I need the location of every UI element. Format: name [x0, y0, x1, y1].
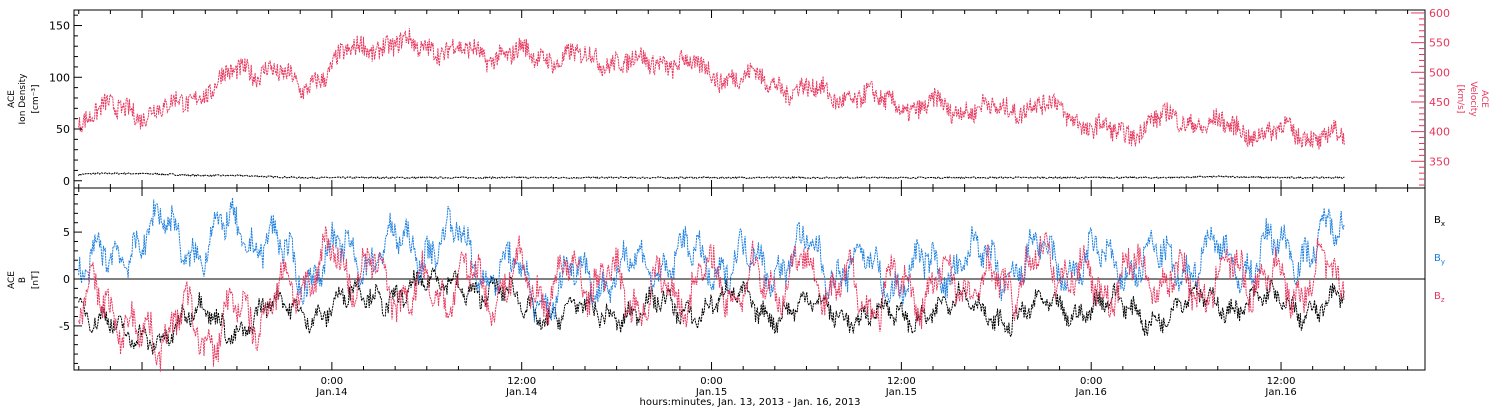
b-label-line2: B [18, 277, 28, 283]
velocity-axis-label: ACE Velocity [km/s] [1455, 81, 1489, 117]
x-tick-time-label: 12:00 [507, 376, 536, 387]
density-label-line3: [cm⁻³] [31, 84, 41, 113]
velocity-label-line2: Velocity [1468, 81, 1478, 117]
b-label-line3: [nT] [31, 271, 41, 289]
density-label-line2: Ion Density [18, 73, 28, 125]
velocity-tick-label-600: 600 [1429, 7, 1450, 20]
b-tick-label--5: -5 [59, 320, 70, 333]
top-panel-frame [73, 9, 1426, 189]
legend-by: By [1434, 253, 1445, 266]
density-series [78, 171, 1345, 180]
b-tick-label-0: 0 [63, 273, 70, 286]
velocity-label-line1: ACE [1479, 90, 1489, 108]
x-tick-date-label: Jan.15 [885, 387, 917, 398]
density-tick-label-0: 0 [63, 175, 70, 188]
b-axis-label: ACE B [nT] [7, 271, 41, 289]
velocity-series [78, 28, 1345, 150]
density-tick-label-100: 100 [49, 71, 70, 84]
b-series-by [78, 197, 1345, 323]
density-tick-label-150: 150 [49, 20, 70, 33]
velocity-tick-label-400: 400 [1429, 126, 1450, 139]
density-label-line1: ACE [7, 90, 17, 108]
x-tick-time-label: 0:00 [321, 376, 343, 387]
b-series-bz [78, 226, 1345, 372]
legend-bz: Bz [1434, 291, 1445, 304]
velocity-label-line3: [km/s] [1455, 85, 1465, 114]
velocity-tick-label-450: 450 [1429, 96, 1450, 109]
x-axis-title: hours:minutes, Jan. 13, 2013 - Jan. 16, … [640, 397, 861, 408]
x-tick-time-label: 0:00 [700, 376, 722, 387]
b-tick-label-5: 5 [63, 226, 70, 239]
density-tick-label-50: 50 [56, 123, 70, 136]
b-label-line1: ACE [7, 271, 17, 289]
bottom-plot-area [74, 197, 1425, 372]
x-tick-date-label: Jan.16 [1075, 387, 1107, 398]
b-series-bx [78, 267, 1345, 355]
velocity-tick-label-350: 350 [1429, 155, 1450, 168]
axes-layer: 050100150350400450500550600-5050:00Jan.1… [49, 7, 1450, 398]
x-tick-date-label: Jan.15 [695, 387, 727, 398]
x-tick-time-label: 12:00 [887, 376, 916, 387]
density-axis-label: ACE Ion Density [cm⁻³] [7, 73, 41, 125]
velocity-tick-label-550: 550 [1429, 37, 1450, 50]
x-tick-date-label: Jan.14 [315, 387, 347, 398]
legend-bx: Bx [1434, 215, 1445, 228]
x-tick-date-label: Jan.14 [505, 387, 537, 398]
velocity-tick-label-500: 500 [1429, 66, 1450, 79]
top-plot-area [78, 28, 1345, 180]
x-tick-time-label: 12:00 [1267, 376, 1296, 387]
x-tick-date-label: Jan.16 [1264, 387, 1296, 398]
x-tick-time-label: 0:00 [1080, 376, 1102, 387]
